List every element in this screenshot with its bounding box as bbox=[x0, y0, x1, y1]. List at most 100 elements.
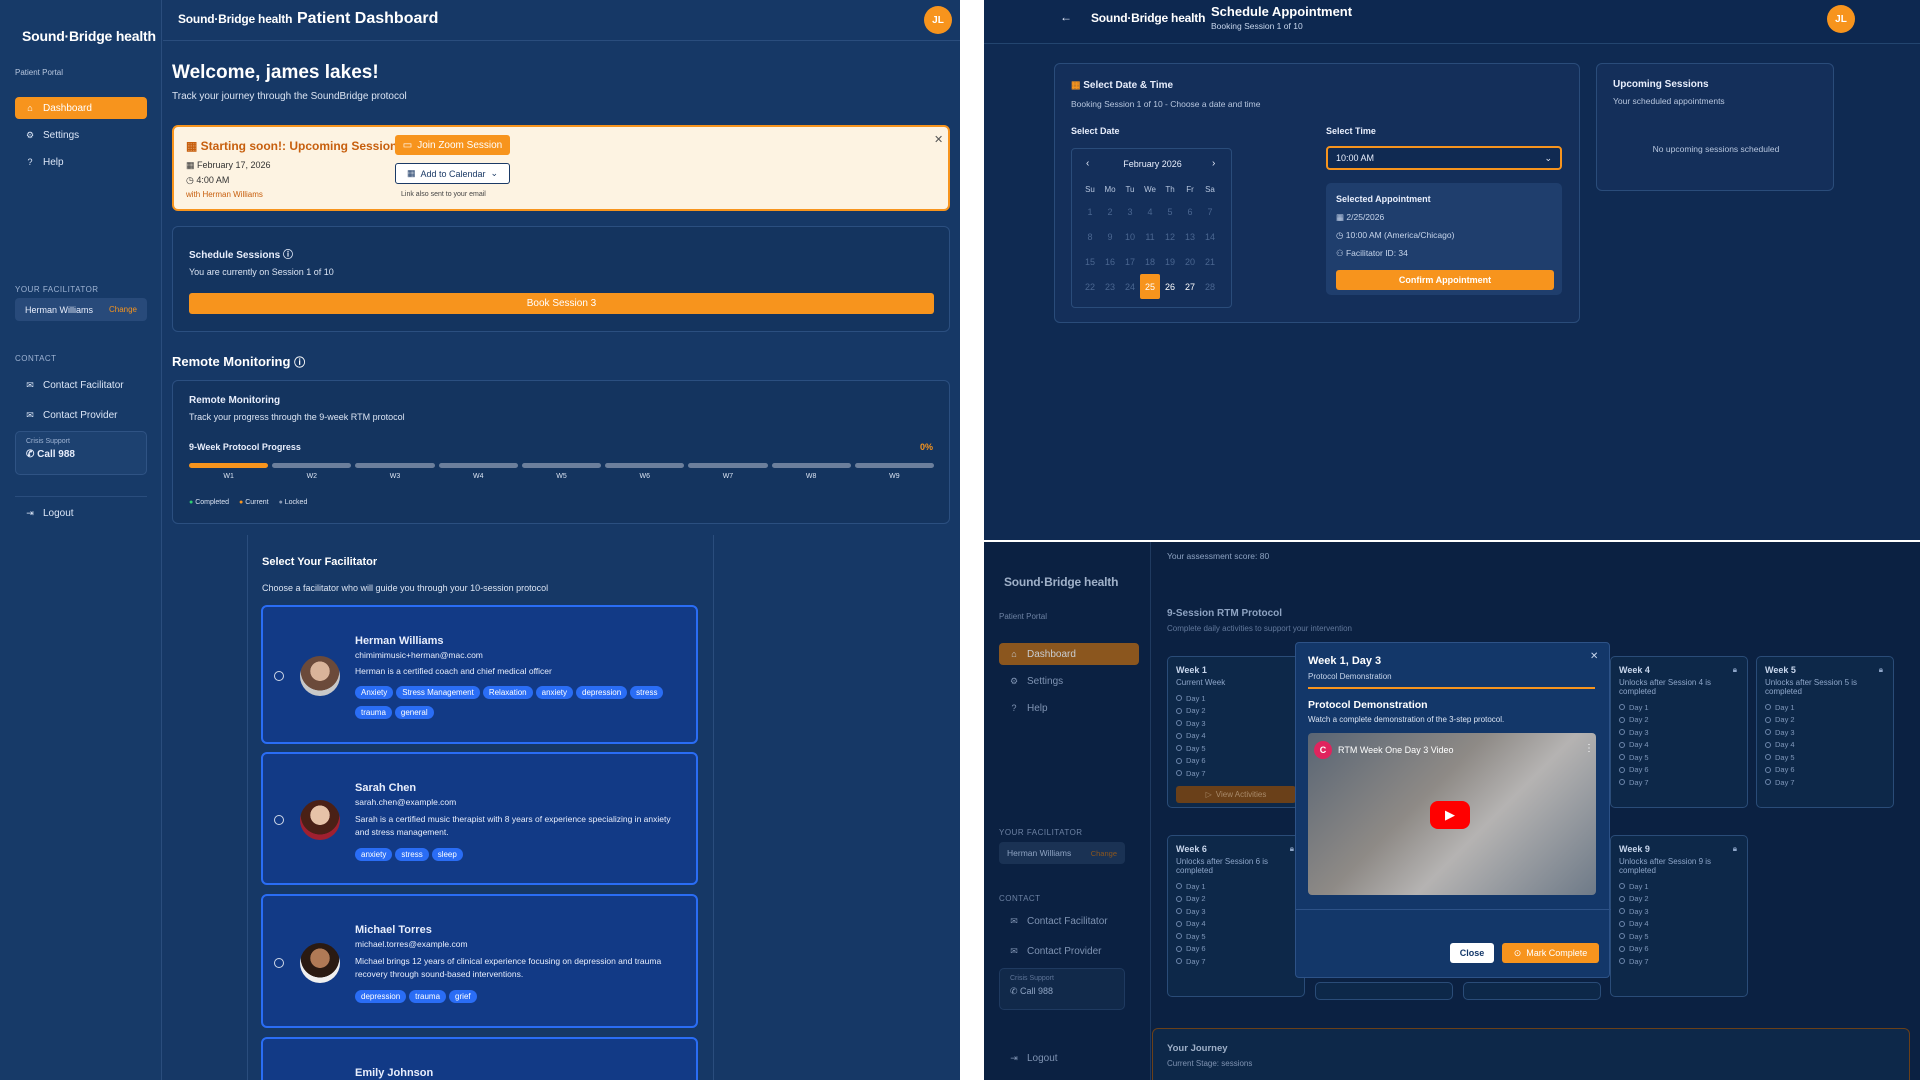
header-logo: Sound·Bridge health bbox=[178, 12, 293, 26]
facilitator-card[interactable]: Michael Torres michael.torres@example.co… bbox=[261, 894, 698, 1028]
week-label: W7 bbox=[722, 473, 734, 480]
clock-icon: ◷ bbox=[1336, 230, 1346, 240]
welcome-subtitle: Track your journey through the SoundBrid… bbox=[172, 91, 407, 102]
page-title: Patient Dashboard bbox=[297, 10, 439, 27]
home-icon: ⌂ bbox=[27, 103, 33, 113]
change-facilitator-link[interactable]: Change bbox=[108, 305, 137, 314]
facilitator-radio[interactable] bbox=[274, 815, 284, 825]
schedule-appointment-panel: ← Sound·Bridge health Schedule Appointme… bbox=[984, 0, 1920, 540]
circle-icon bbox=[1619, 908, 1625, 915]
email-note: Link also sent to your email bbox=[401, 191, 486, 198]
mail-icon: ✉ bbox=[1010, 916, 1018, 926]
view-activities-button[interactable]: ▷ View Activities bbox=[1176, 785, 1296, 803]
contact-facilitator-link[interactable]: ✉ Contact Facilitator bbox=[1010, 915, 1108, 927]
facilitator-card[interactable]: Herman Williams chimimimusic+herman@mac.… bbox=[261, 605, 698, 744]
tag: Stress Management bbox=[396, 686, 480, 699]
join-zoom-button[interactable]: ▭ Join Zoom Session bbox=[395, 135, 510, 155]
tag: anxiety bbox=[355, 848, 393, 861]
circle-icon bbox=[1619, 704, 1625, 711]
contact-provider-link[interactable]: ✉ Contact Provider bbox=[1010, 945, 1102, 957]
close-button[interactable]: Close bbox=[1450, 943, 1494, 963]
logo: Sound·Bridge health bbox=[1004, 575, 1119, 589]
circle-icon bbox=[1619, 883, 1625, 890]
circle-icon bbox=[1176, 883, 1182, 890]
next-month-icon[interactable]: › bbox=[1212, 158, 1216, 169]
completed-dot-icon: ● bbox=[189, 499, 196, 506]
remote-monitoring-heading: Remote Monitoring bbox=[172, 354, 291, 369]
circle-icon bbox=[1765, 779, 1771, 786]
calendar-icon: ▦ bbox=[1336, 212, 1347, 222]
time-select[interactable]: 10:00 AM ⌄ bbox=[1326, 146, 1562, 170]
session-with: with Herman Williams bbox=[186, 190, 263, 199]
circle-icon bbox=[1176, 920, 1182, 927]
circle-icon bbox=[1619, 729, 1625, 736]
sidebar-item-settings[interactable]: ⚙ Settings bbox=[1009, 675, 1064, 687]
avatar[interactable]: JL bbox=[1827, 5, 1855, 33]
sidebar-item-help[interactable]: ? Help bbox=[999, 697, 1058, 719]
week-card-6: Week 6 🔒︎ Unlocks after Session 6 is comp… bbox=[1167, 835, 1305, 997]
week-label: W1 bbox=[223, 473, 234, 480]
confirm-appointment-button[interactable]: Confirm Appointment bbox=[1336, 270, 1554, 290]
facilitator-radio[interactable] bbox=[274, 958, 284, 968]
sidebar-item-dashboard[interactable]: ⌂ Dashboard bbox=[15, 97, 147, 119]
facilitator-card[interactable]: Sarah Chen sarah.chen@example.com Sarah … bbox=[261, 752, 698, 885]
sidebar-item-dashboard[interactable]: ⌂ Dashboard bbox=[999, 643, 1139, 665]
week-segment bbox=[521, 463, 602, 468]
contact-provider-link[interactable]: ✉ Contact Provider bbox=[26, 409, 118, 421]
facilitator-section-label: YOUR FACILITATOR bbox=[15, 285, 99, 294]
logout-button[interactable]: ⇥ Logout bbox=[1010, 1052, 1058, 1064]
close-icon[interactable]: ✕ bbox=[934, 134, 944, 146]
circle-icon bbox=[1765, 741, 1771, 748]
circle-icon bbox=[1765, 716, 1771, 723]
crisis-support-box[interactable]: Crisis Support ✆ Call 988 bbox=[15, 431, 147, 475]
activity-modal: Week 1, Day 3 Protocol Demonstration ✕ P… bbox=[1295, 642, 1611, 978]
circle-icon bbox=[1176, 958, 1182, 965]
progress-legend: ● Completed ● Current ● Locked bbox=[189, 499, 308, 506]
logout-button[interactable]: ⇥ Logout bbox=[26, 507, 74, 519]
week-card bbox=[1463, 982, 1601, 1000]
upcoming-sessions-card: Upcoming Sessions Your scheduled appoint… bbox=[1596, 63, 1834, 191]
mark-complete-button[interactable]: ⊙ Mark Complete bbox=[1502, 943, 1599, 963]
circle-icon bbox=[1176, 695, 1182, 702]
circle-icon bbox=[1765, 754, 1771, 761]
portal-label: Patient Portal bbox=[15, 68, 64, 77]
sidebar-item-settings[interactable]: ⚙ Settings bbox=[25, 129, 80, 141]
facilitator-chip: Herman Williams Change bbox=[15, 298, 147, 321]
circle-icon bbox=[1176, 757, 1182, 764]
play-icon[interactable]: ▶ bbox=[1430, 801, 1470, 829]
calendar-day[interactable]: 26 bbox=[1164, 281, 1175, 292]
sidebar: Sound·Bridge health Patient Portal ⌂ Dash… bbox=[0, 0, 162, 1080]
phone-icon: ✆ bbox=[1010, 986, 1021, 996]
circle-icon bbox=[1176, 770, 1182, 777]
logo: Sound·Bridge health bbox=[22, 28, 156, 44]
video-player[interactable]: C RTM Week One Day 3 Video ⋮ ▶ bbox=[1308, 733, 1596, 895]
tag: sleep bbox=[431, 848, 463, 861]
tag: general bbox=[394, 706, 434, 719]
week-segment bbox=[438, 463, 518, 468]
back-arrow-icon[interactable]: ← bbox=[1060, 10, 1072, 24]
facilitator-radio[interactable] bbox=[274, 671, 284, 681]
sidebar-item-help[interactable]: ? Help bbox=[15, 151, 147, 173]
video-icon: ▭ bbox=[402, 139, 413, 151]
change-facilitator-link[interactable]: Change bbox=[1090, 848, 1117, 858]
close-icon[interactable]: ✕ bbox=[1590, 651, 1599, 662]
circle-icon bbox=[1176, 933, 1182, 940]
facilitator-photo bbox=[300, 943, 340, 983]
progress-percent: 0% bbox=[920, 442, 934, 452]
avatar[interactable]: JL bbox=[924, 6, 952, 34]
book-session-button[interactable]: Book Session 3 bbox=[189, 293, 934, 314]
circle-icon bbox=[1765, 729, 1771, 736]
crisis-support-box[interactable]: Crisis Support ✆ Call 988 bbox=[999, 968, 1125, 1010]
calendar-day[interactable]: 27 bbox=[1184, 281, 1195, 292]
prev-month-icon[interactable]: ‹ bbox=[1086, 158, 1090, 169]
facilitator-card[interactable]: Emily Johnson bbox=[261, 1037, 698, 1080]
more-vert-icon[interactable]: ⋮ bbox=[1584, 743, 1594, 754]
add-to-calendar-button[interactable]: ▦ Add to Calendar ⌄ bbox=[395, 163, 510, 184]
week-segment bbox=[605, 463, 685, 468]
selected-day[interactable]: 25 bbox=[1140, 274, 1160, 299]
contact-facilitator-link[interactable]: ✉ Contact Facilitator bbox=[26, 379, 124, 391]
check-circle-icon: ⊙ bbox=[1513, 947, 1522, 958]
week-label: W6 bbox=[639, 473, 650, 480]
